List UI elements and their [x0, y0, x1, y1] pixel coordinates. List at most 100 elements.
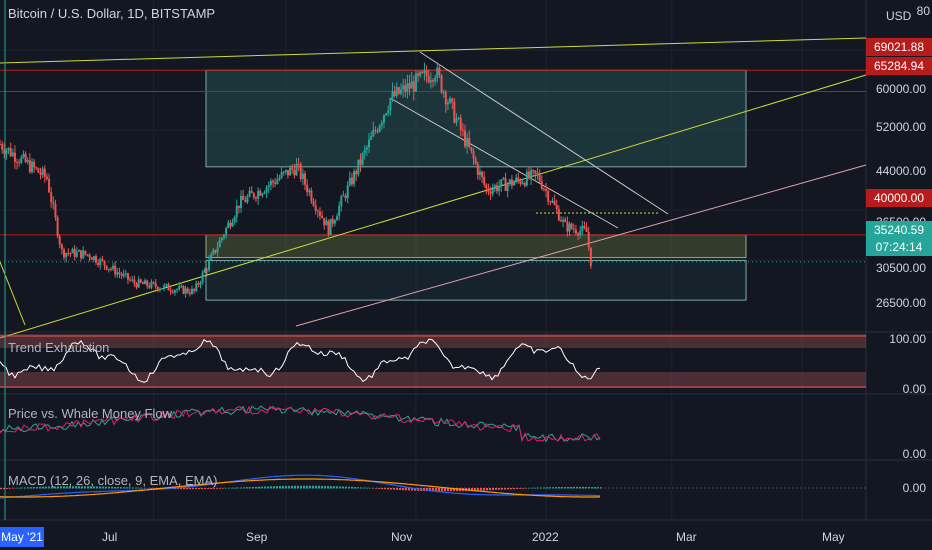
supply-zone-box: [205, 69, 747, 168]
candle-body: [37, 168, 40, 173]
candle-body: [48, 178, 51, 193]
macd-histogram-bar: [426, 488, 428, 492]
macd-histogram-bar: [279, 486, 281, 489]
candle-body: [18, 162, 21, 164]
macd-histogram-bar: [33, 487, 35, 489]
macd-histogram-bar: [504, 488, 506, 490]
price-tick: 44000.00: [875, 164, 926, 178]
macd-histogram-bar: [231, 487, 233, 489]
candle-body: [246, 196, 249, 203]
macd-histogram-bar: [444, 488, 446, 492]
macd-histogram-bar: [555, 487, 557, 489]
indicator-tick: 0.00: [902, 481, 926, 495]
candle-body: [323, 218, 326, 226]
indicator-label-trend-exhaustion[interactable]: Trend Exhaustion: [8, 340, 110, 355]
candle-body: [474, 158, 477, 164]
macd-histogram-bar: [144, 487, 146, 489]
candle-body: [350, 177, 353, 185]
macd-histogram-bar: [291, 485, 293, 489]
macd-histogram-bar: [471, 488, 473, 491]
candle-body: [304, 173, 307, 185]
macd-histogram-bar: [543, 487, 545, 489]
macd-histogram-bar: [549, 487, 551, 489]
macd-histogram-bar: [456, 488, 458, 492]
candle-body: [92, 256, 95, 260]
candle-body: [276, 179, 279, 184]
currency-label[interactable]: USD: [886, 9, 912, 23]
whale-flow-line-a: [0, 405, 601, 443]
candle-body: [551, 200, 554, 203]
candle-body: [201, 272, 204, 283]
macd-histogram-bar: [0, 488, 2, 490]
macd-histogram-bar: [93, 486, 95, 489]
candle-body: [259, 190, 262, 196]
candle-body: [28, 160, 31, 173]
candle-body: [186, 288, 189, 293]
candle-body: [318, 211, 321, 216]
macd-histogram-bar: [480, 488, 482, 491]
candle-body: [427, 76, 430, 83]
macd-histogram-bar: [357, 487, 359, 489]
candle-body: [436, 67, 439, 78]
candle-body: [540, 181, 543, 189]
candle-body: [495, 185, 498, 192]
candle-body: [523, 182, 526, 186]
indicator-tick: 0.00: [902, 382, 926, 396]
symbol-title[interactable]: Bitcoin / U.S. Dollar, 1D, BITSTAMP: [8, 6, 216, 21]
candle-body: [58, 236, 61, 245]
candle-body: [513, 182, 516, 186]
macd-histogram-bar: [180, 488, 182, 490]
candle-body: [135, 283, 138, 288]
candle-body: [218, 240, 221, 248]
candle-body: [519, 180, 522, 184]
macd-histogram-bar: [429, 488, 431, 492]
candle-body: [444, 92, 447, 105]
candle-body: [107, 268, 110, 270]
candle-body: [118, 272, 121, 275]
candle-body: [461, 129, 464, 131]
candle-body: [344, 195, 347, 199]
candle-body: [564, 219, 567, 222]
macd-histogram-bar: [576, 486, 578, 489]
macd-histogram-bar: [438, 488, 440, 492]
candle-body: [227, 222, 230, 229]
candle-body: [562, 219, 565, 222]
macd-histogram-bar: [120, 487, 122, 489]
candle-body: [141, 282, 144, 285]
resistance-trendline: [0, 37, 867, 64]
candle-body: [20, 157, 23, 163]
macd-histogram-bar: [189, 488, 191, 490]
candle-body: [195, 283, 198, 291]
macd-histogram-bar: [66, 486, 68, 489]
candle-body: [208, 259, 211, 271]
candle-body: [325, 220, 328, 226]
candle-body: [286, 169, 289, 176]
macd-histogram-bar: [489, 488, 491, 491]
candle-body: [472, 150, 475, 159]
candle-body: [71, 248, 74, 254]
candle-body: [65, 252, 68, 258]
candle-body: [421, 71, 424, 73]
macd-histogram-bar: [216, 488, 218, 489]
candle-body: [199, 282, 202, 285]
candle-body: [131, 279, 134, 281]
candle-body: [327, 220, 330, 235]
macd-histogram-bar: [324, 485, 326, 489]
candle-body: [56, 217, 59, 237]
candle-body: [404, 85, 407, 93]
candle-body: [54, 203, 57, 218]
indicator-label-whale-flow[interactable]: Price vs. Whale Money Flow: [8, 406, 172, 421]
candle-body: [412, 81, 415, 92]
macd-histogram-bar: [552, 487, 554, 489]
macd-histogram-bar: [204, 488, 206, 490]
macd-histogram-bar: [246, 487, 248, 489]
price-tick-top: 80: [916, 4, 930, 18]
fan-line: [0, 261, 26, 326]
macd-histogram-bar: [333, 486, 335, 489]
macd-histogram-bar: [588, 487, 590, 489]
macd-histogram-bar: [342, 486, 344, 489]
indicator-label-macd[interactable]: MACD (12, 26, close, 9, EMA, EMA): [8, 473, 218, 488]
candle-body: [235, 205, 238, 218]
macd-histogram-bar: [84, 486, 86, 489]
